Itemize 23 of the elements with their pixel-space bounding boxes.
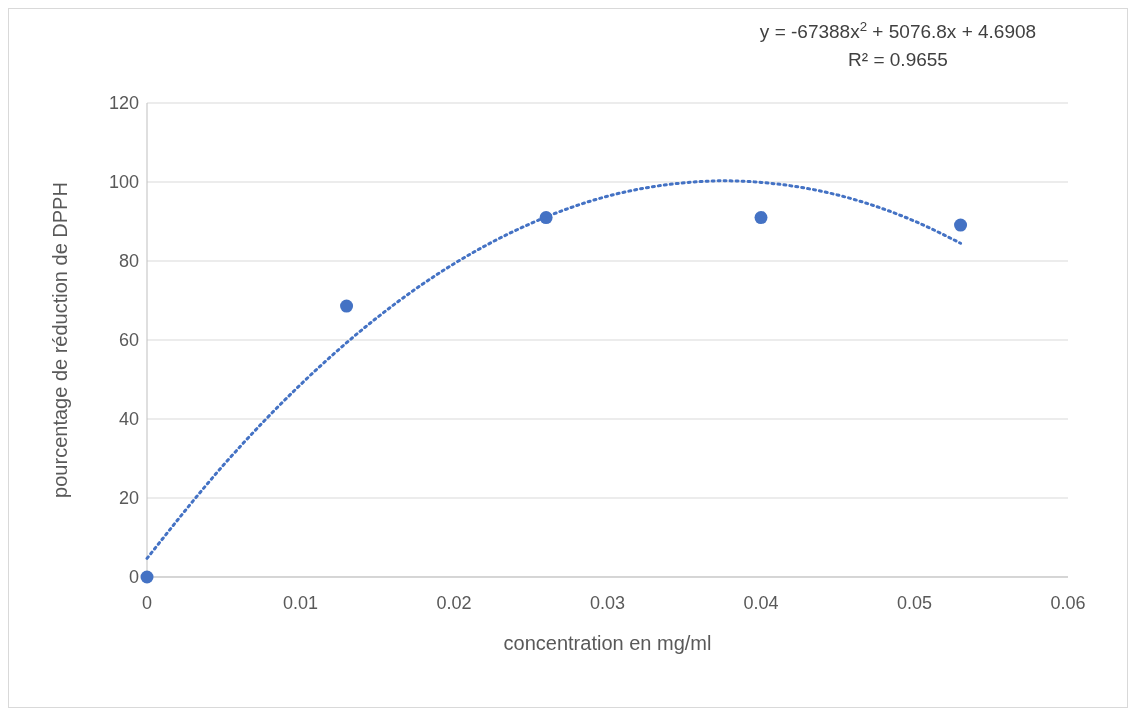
x-tick-label: 0 <box>141 593 153 613</box>
y-tick-label: 0 <box>128 567 139 588</box>
x-tick-label: 0.06 <box>1050 593 1086 613</box>
text: y = -67388x$^{2}$ + 5076.8x + 4.6908 <box>759 18 1037 42</box>
x-axis-title: concentration en mg/ml <box>503 632 712 654</box>
point <box>340 299 354 313</box>
y-tick-label: 120 <box>108 93 139 114</box>
point <box>754 211 768 225</box>
x-tick-label: 0.02 <box>436 593 472 613</box>
y-tick-label: 40 <box>118 409 139 430</box>
x-tick-label: 0.01 <box>282 593 319 613</box>
y-tick-label: 80 <box>118 251 139 272</box>
y-tick-label: 100 <box>108 172 139 193</box>
x-tick-label: 0.04 <box>743 593 779 613</box>
y-tick-label: 20 <box>118 488 139 509</box>
x-tick-label: 0.05 <box>896 593 933 613</box>
point <box>954 218 968 232</box>
line-series <box>145 179 963 560</box>
x-tick-label: 0.03 <box>589 593 626 613</box>
y-tick-label: 60 <box>118 330 139 351</box>
y-axis-title: pourcentage de réduction de DPPH <box>49 182 71 498</box>
text: R² = 0.9655 <box>848 49 948 70</box>
point <box>140 570 154 584</box>
